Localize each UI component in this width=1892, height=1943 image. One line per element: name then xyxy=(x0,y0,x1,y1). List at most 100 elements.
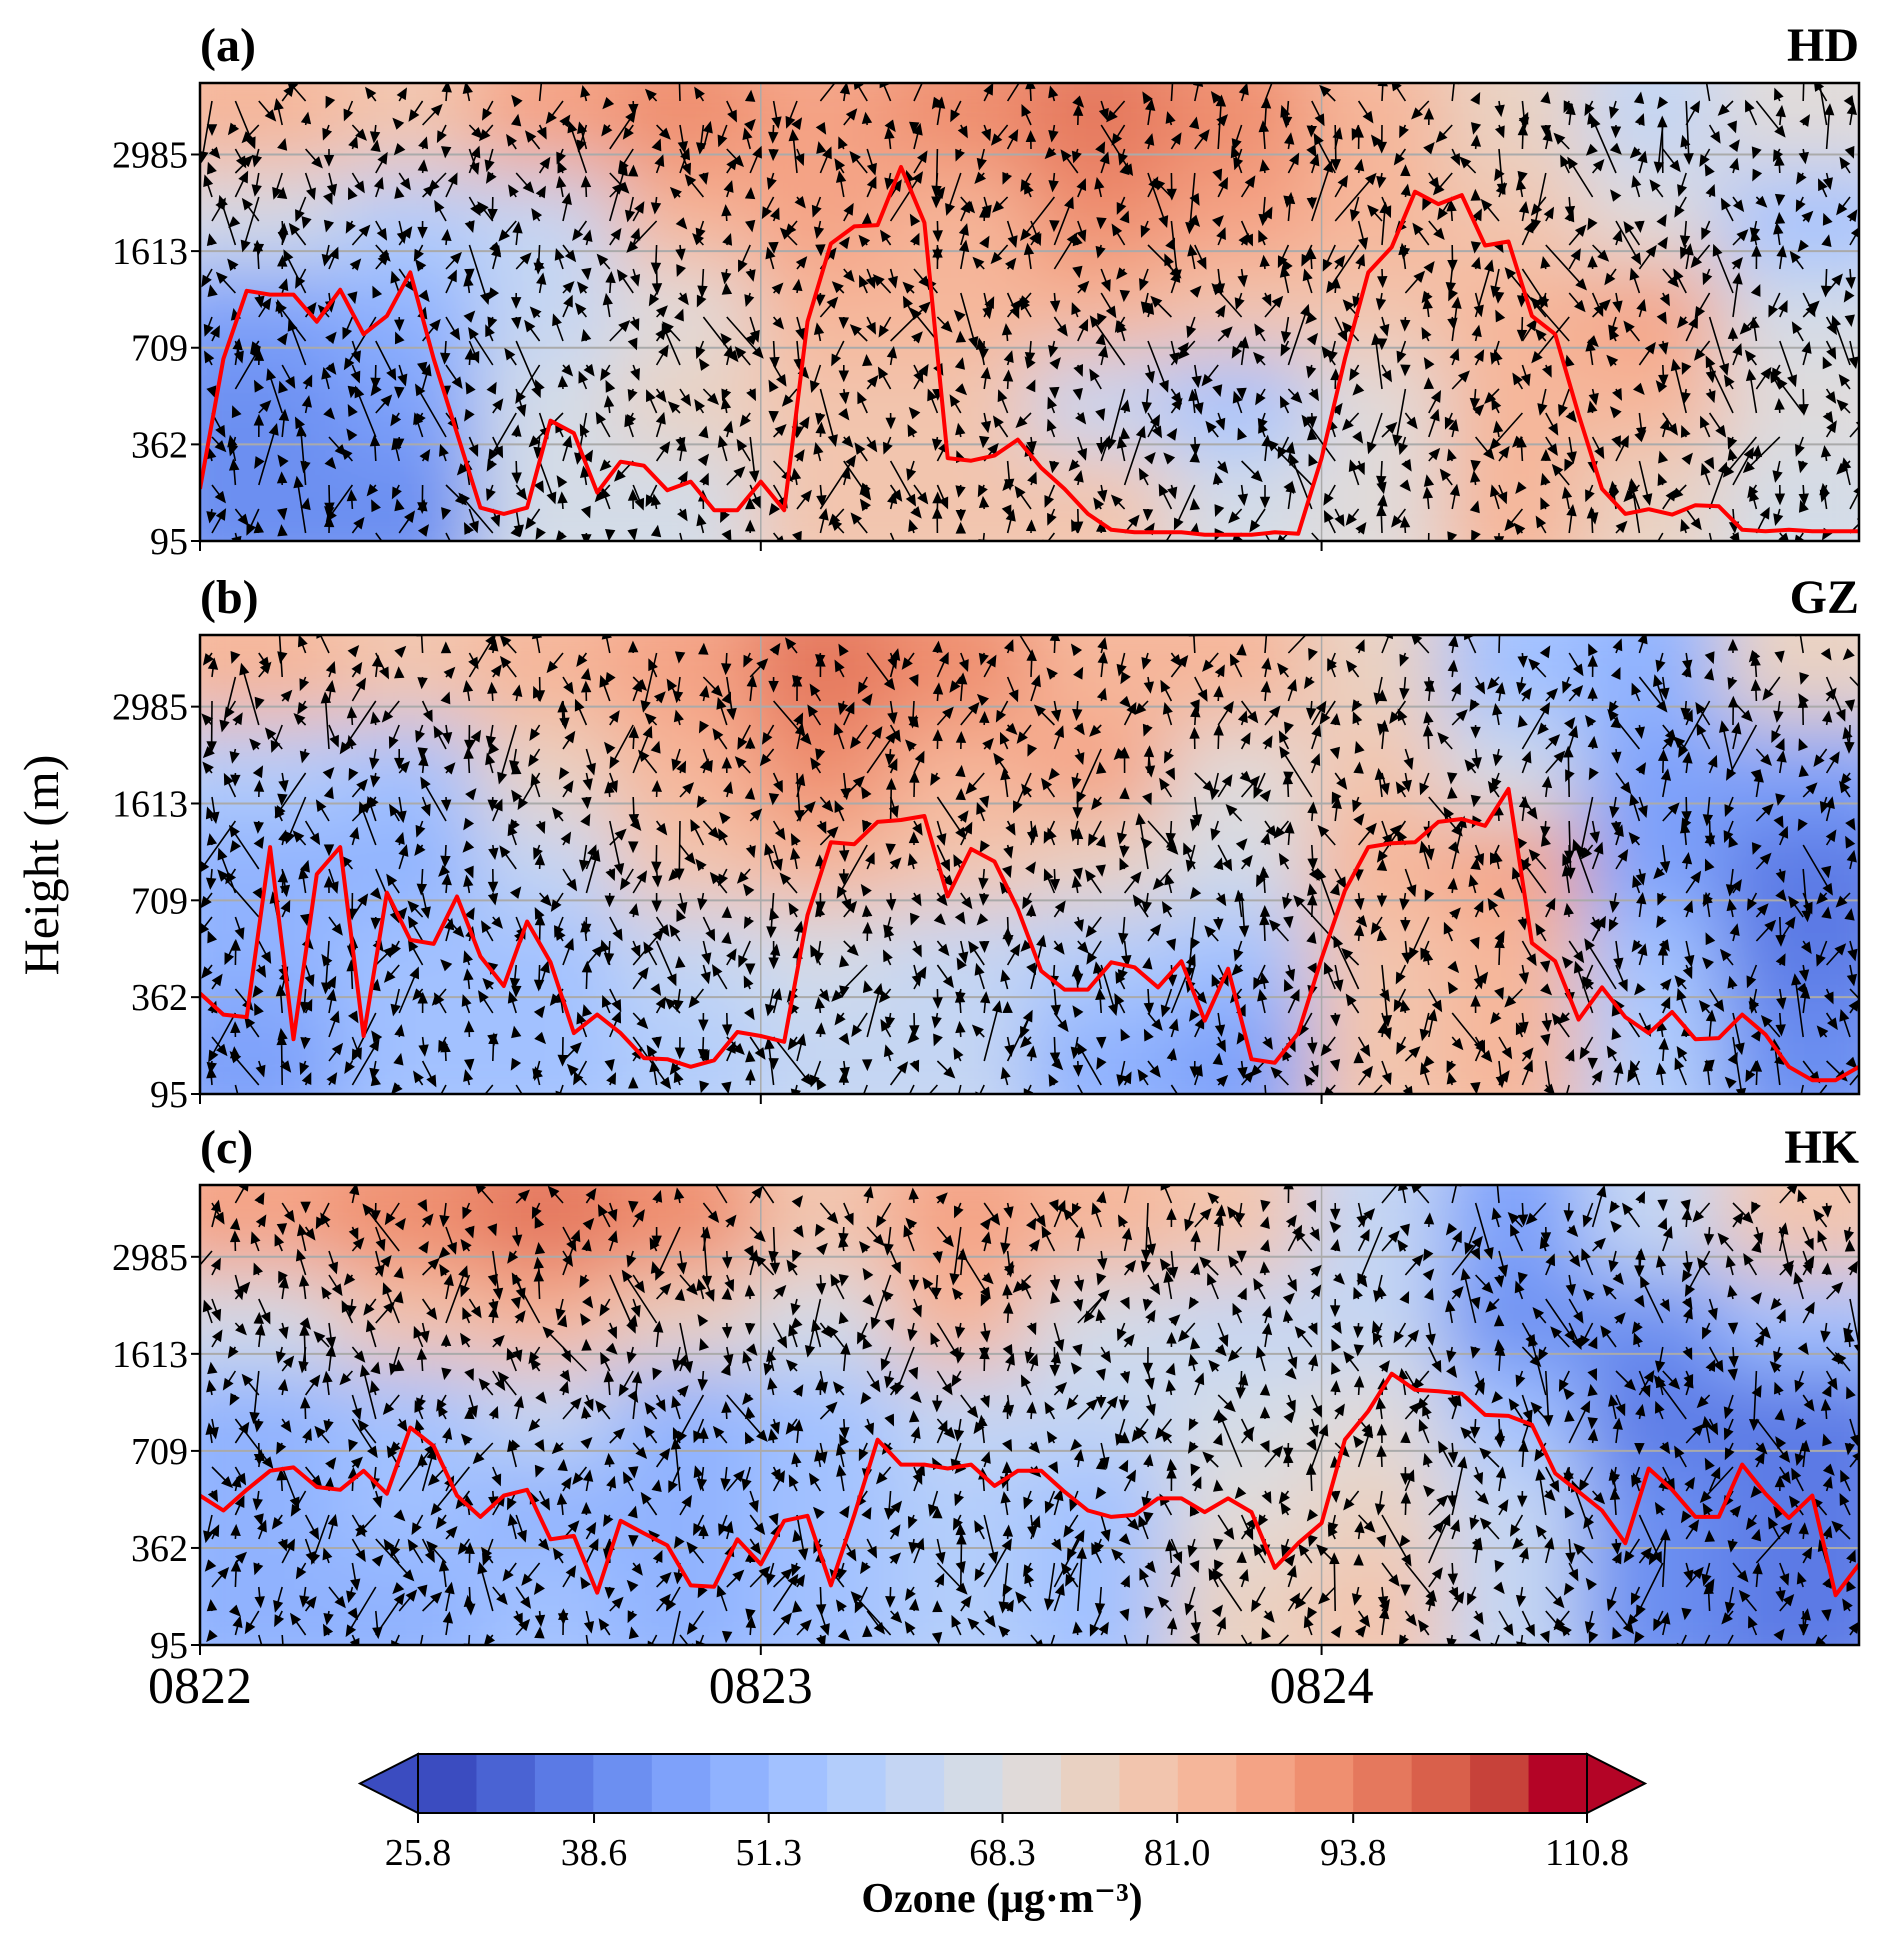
wind-arrow xyxy=(393,1266,404,1279)
wind-arrow xyxy=(507,1513,518,1540)
wind-arrow xyxy=(951,1370,962,1388)
wind-arrow xyxy=(1060,1562,1079,1588)
plot-frame xyxy=(198,1183,1861,1647)
wind-arrow xyxy=(1512,372,1524,390)
wind-arrow xyxy=(909,232,920,246)
wind-arrow xyxy=(234,170,249,198)
wind-arrow xyxy=(779,227,798,246)
wind-arrow xyxy=(1564,844,1575,863)
wind-arrow xyxy=(281,1634,284,1645)
wind-arrow xyxy=(390,940,401,957)
wind-arrow xyxy=(487,868,499,894)
wind-arrow xyxy=(1821,1384,1832,1398)
wind-arrow xyxy=(1231,124,1243,151)
wind-arrow xyxy=(325,1457,337,1470)
wind-arrow xyxy=(582,1295,594,1309)
wind-arrow xyxy=(1285,1214,1297,1228)
wind-arrow xyxy=(1849,676,1859,688)
wind-arrow xyxy=(1518,964,1530,985)
wind-arrow xyxy=(665,1586,681,1612)
wind-arrow xyxy=(394,186,405,199)
wind-arrow xyxy=(1237,484,1249,507)
wind-arrow xyxy=(1608,1394,1619,1420)
wind-arrow xyxy=(1048,1461,1059,1475)
wind-arrow xyxy=(650,524,662,538)
wind-arrow xyxy=(373,176,384,198)
wind-arrow xyxy=(650,244,662,275)
wind-arrow xyxy=(603,1370,615,1396)
wind-arrow xyxy=(838,1032,850,1046)
wind-arrow xyxy=(252,765,264,779)
ozone-cell xyxy=(1444,910,1584,1004)
wind-arrow xyxy=(676,1385,689,1398)
wind-arrow xyxy=(1002,1524,1014,1540)
wind-arrow xyxy=(1376,820,1407,863)
wind-arrow xyxy=(1379,1598,1390,1612)
wind-arrow xyxy=(1795,196,1806,213)
wind-arrow xyxy=(534,913,546,942)
wind-arrow xyxy=(1428,1520,1445,1540)
wind-arrow xyxy=(502,1562,517,1582)
wind-arrow xyxy=(1376,1423,1388,1444)
wind-arrow xyxy=(655,1394,666,1412)
wind-arrow xyxy=(1517,1490,1528,1508)
wind-arrow xyxy=(1051,1538,1062,1552)
wind-arrow xyxy=(300,111,312,126)
wind-arrow xyxy=(1724,1586,1736,1615)
wind-arrow xyxy=(1014,485,1032,510)
wind-arrow xyxy=(1367,204,1383,222)
wind-arrow xyxy=(1371,1320,1383,1348)
colorbar-label: Ozone (μg·m⁻³) xyxy=(861,1876,1142,1922)
wind-arrow xyxy=(1469,1418,1481,1439)
wind-arrow xyxy=(978,495,990,510)
wind-arrow xyxy=(1225,803,1243,822)
wind-arrow xyxy=(1021,1278,1032,1300)
wind-arrow xyxy=(1371,332,1383,390)
wind-arrow xyxy=(1147,340,1169,393)
wind-arrow xyxy=(462,1306,472,1324)
wind-arrow xyxy=(1471,208,1482,222)
wind-arrow xyxy=(1839,780,1851,798)
y-tick-label: 2985 xyxy=(112,134,188,176)
wind-arrow xyxy=(999,731,1010,750)
wind-arrow xyxy=(1798,148,1809,165)
wind-arrow xyxy=(702,676,723,697)
wind-arrow xyxy=(538,156,551,174)
wind-arrow xyxy=(418,289,430,303)
wind-arrow xyxy=(1816,892,1829,905)
pbl-height-line xyxy=(200,165,1859,537)
colorbar-bin xyxy=(1294,1754,1354,1813)
ozone-cell xyxy=(614,1002,754,1094)
wind-arrow xyxy=(976,148,987,171)
wind-arrow xyxy=(1096,1190,1107,1204)
wind-arrow xyxy=(1310,1284,1322,1300)
wind-arrow xyxy=(515,484,528,501)
wind-arrow xyxy=(325,484,354,523)
wind-arrow xyxy=(955,422,966,438)
wind-arrow xyxy=(1139,1567,1150,1588)
plot-frame xyxy=(198,81,1861,543)
wind-arrow xyxy=(1659,292,1670,307)
wind-arrow xyxy=(1353,813,1365,826)
wind-arrow xyxy=(909,1390,922,1404)
ozone-cell xyxy=(1029,910,1169,1004)
wind-arrow xyxy=(1215,94,1227,150)
wind-arrow xyxy=(1345,660,1360,678)
wind-arrow xyxy=(1821,865,1832,879)
wind-arrow xyxy=(487,796,498,812)
wind-arrow xyxy=(1135,812,1149,870)
wind-arrow xyxy=(960,292,979,349)
wind-arrow xyxy=(414,843,426,857)
wind-vector-field xyxy=(200,83,1859,541)
wind-arrow xyxy=(721,756,733,774)
wind-arrow xyxy=(253,1262,264,1276)
wind-arrow xyxy=(720,396,732,414)
wind-arrow xyxy=(574,698,588,726)
wind-arrow xyxy=(414,383,447,438)
wind-arrow xyxy=(861,212,873,225)
wind-arrow xyxy=(234,916,245,941)
wind-arrow xyxy=(1545,687,1559,702)
wind-arrow xyxy=(304,1514,320,1541)
wind-arrow xyxy=(440,641,452,654)
wind-arrow xyxy=(484,148,495,173)
